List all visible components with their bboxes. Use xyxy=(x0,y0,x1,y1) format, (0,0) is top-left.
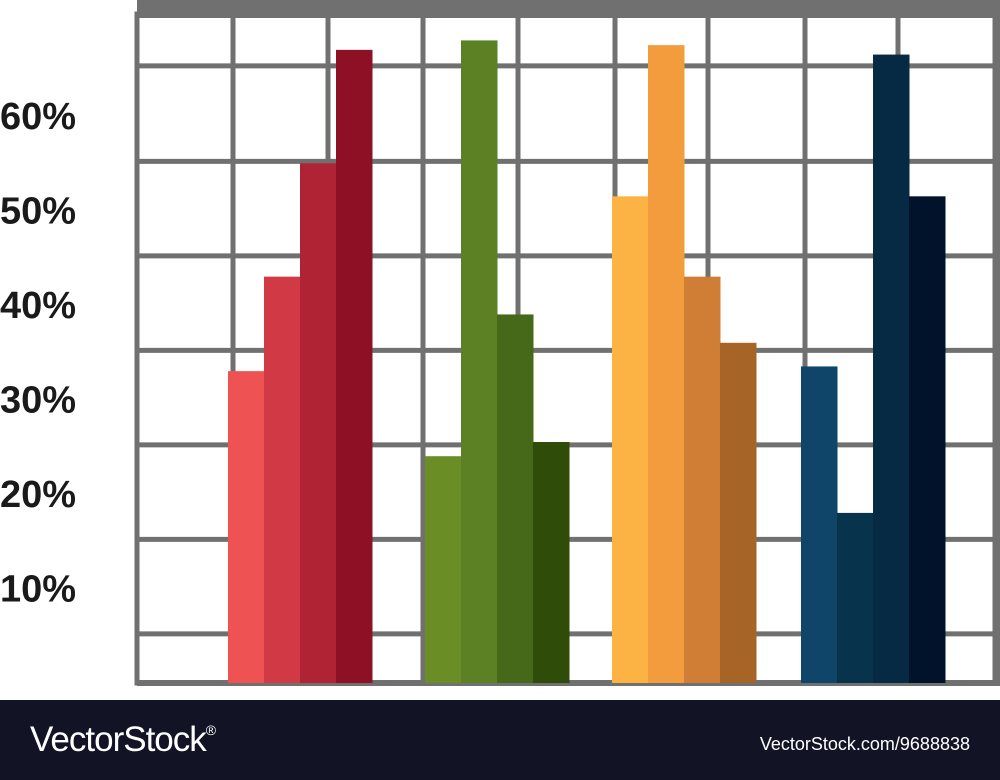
bar-group2-bar1 xyxy=(425,456,462,683)
bar-group1-bar3 xyxy=(300,163,337,683)
bar-group2-bar4 xyxy=(533,442,570,683)
bar-group3-bar4 xyxy=(720,342,757,683)
bar-group4-bar1 xyxy=(801,366,838,683)
bar-group4-bar2 xyxy=(837,512,874,683)
chart-bars xyxy=(228,40,946,684)
y-axis-tick-labels: 10% 20% 30% 40% 50% 60% xyxy=(0,96,76,611)
footer-bar: VectorStock® VectorStock.com/9688838 xyxy=(0,700,1000,780)
bar-group1-bar4 xyxy=(336,49,373,684)
y-tick-label: 30% xyxy=(0,380,76,422)
y-tick-label: 20% xyxy=(0,474,76,516)
y-tick-label: 50% xyxy=(0,191,76,233)
y-tick-label: 10% xyxy=(0,569,76,611)
bar-group4-bar4 xyxy=(909,196,946,683)
y-tick-label: 40% xyxy=(0,285,76,327)
brand-logo[interactable]: VectorStock® xyxy=(30,720,216,760)
bar-group3-bar1 xyxy=(612,196,649,683)
y-tick-label: 60% xyxy=(0,96,76,138)
bar-chart: 10% 20% 30% 40% 50% 60% xyxy=(0,0,1000,686)
bar-group3-bar2 xyxy=(648,45,685,683)
image-id-text: VectorStock.com/9688838 xyxy=(759,734,970,754)
top-frame-strip xyxy=(137,0,1000,18)
bar-group2-bar2 xyxy=(461,40,498,683)
registered-mark: ® xyxy=(205,722,216,738)
bar-group3-bar3 xyxy=(684,276,721,683)
bar-group4-bar3 xyxy=(873,54,910,683)
bar-group1-bar2 xyxy=(264,276,301,683)
brand-name: VectorStock xyxy=(30,720,207,759)
bar-group2-bar3 xyxy=(497,314,534,683)
bar-group1-bar1 xyxy=(228,371,265,683)
